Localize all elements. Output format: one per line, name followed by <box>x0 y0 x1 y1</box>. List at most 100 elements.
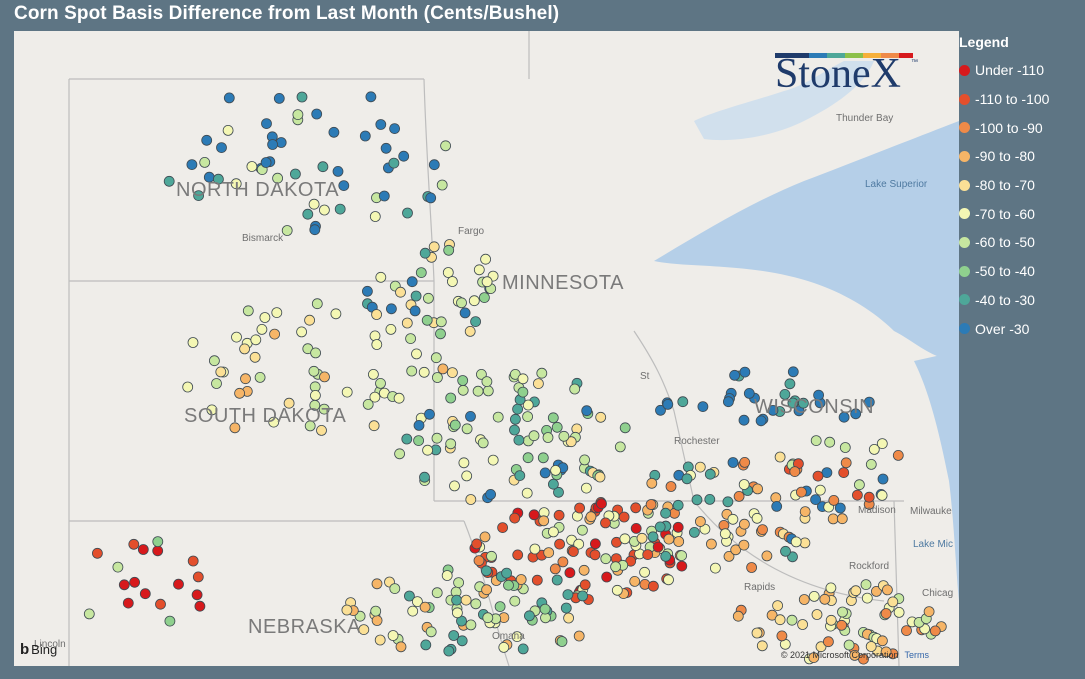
basis-point[interactable] <box>334 203 346 215</box>
basis-point[interactable] <box>411 348 422 360</box>
basis-point[interactable] <box>371 578 383 590</box>
basis-point[interactable] <box>548 478 559 490</box>
basis-point[interactable] <box>387 630 399 641</box>
basis-point[interactable] <box>445 438 457 450</box>
basis-point[interactable] <box>677 396 689 408</box>
basis-point[interactable] <box>636 532 648 544</box>
basis-point[interactable] <box>517 643 529 655</box>
basis-point[interactable] <box>517 386 529 398</box>
basis-point[interactable] <box>310 347 322 359</box>
basis-point[interactable] <box>405 333 417 345</box>
basis-point[interactable] <box>249 351 261 363</box>
legend-item[interactable]: -100 to -90 <box>959 113 1085 142</box>
basis-point[interactable] <box>492 411 504 423</box>
basis-point[interactable] <box>191 589 203 601</box>
basis-point[interactable] <box>271 307 283 319</box>
basis-point[interactable] <box>877 473 889 485</box>
basis-point[interactable] <box>470 598 482 610</box>
basis-point[interactable] <box>652 541 664 553</box>
basis-point[interactable] <box>371 615 383 626</box>
basis-point[interactable] <box>369 211 381 222</box>
basis-point[interactable] <box>590 538 601 550</box>
basis-point[interactable] <box>743 387 755 399</box>
basis-point[interactable] <box>840 457 852 469</box>
legend-item[interactable]: Under -110 <box>959 56 1085 85</box>
basis-point[interactable] <box>242 305 254 317</box>
basis-point[interactable] <box>577 524 588 536</box>
basis-point[interactable] <box>389 583 401 594</box>
basis-point[interactable] <box>524 610 535 622</box>
basis-point[interactable] <box>389 123 401 134</box>
basis-point[interactable] <box>431 432 443 444</box>
basis-point[interactable] <box>380 142 392 154</box>
basis-point[interactable] <box>415 267 427 279</box>
basis-point[interactable] <box>425 626 437 638</box>
basis-point[interactable] <box>654 521 666 533</box>
map-panel[interactable]: NORTH DAKOTA MINNESOTA SOUTH DAKOTA WISC… <box>14 31 959 666</box>
basis-point[interactable] <box>542 432 554 443</box>
basis-point[interactable] <box>787 366 799 378</box>
basis-point[interactable] <box>522 399 534 411</box>
basis-point[interactable] <box>449 419 461 431</box>
legend-item[interactable]: -70 to -60 <box>959 199 1085 228</box>
basis-point[interactable] <box>201 134 213 146</box>
basis-point[interactable] <box>798 594 810 605</box>
basis-point[interactable] <box>509 512 521 524</box>
basis-point[interactable] <box>515 574 527 585</box>
basis-point[interactable] <box>477 437 489 449</box>
basis-point[interactable] <box>790 536 802 548</box>
basis-point[interactable] <box>509 424 520 436</box>
basis-point[interactable] <box>732 610 744 622</box>
basis-point[interactable] <box>825 614 837 626</box>
basis-point[interactable] <box>522 411 533 423</box>
basis-point[interactable] <box>451 594 463 606</box>
basis-point[interactable] <box>730 544 742 556</box>
basis-point[interactable] <box>585 511 597 523</box>
basis-point[interactable] <box>533 378 544 390</box>
basis-point[interactable] <box>514 470 526 482</box>
basis-point[interactable] <box>746 562 757 573</box>
basis-point[interactable] <box>565 436 577 448</box>
basis-point[interactable] <box>194 600 206 612</box>
basis-point[interactable] <box>465 619 477 631</box>
basis-point[interactable] <box>428 159 440 171</box>
basis-point[interactable] <box>260 157 272 168</box>
basis-point[interactable] <box>118 579 130 591</box>
basis-point[interactable] <box>458 457 470 469</box>
basis-point[interactable] <box>663 574 674 586</box>
basis-point[interactable] <box>436 179 448 191</box>
basis-point[interactable] <box>557 556 569 568</box>
basis-point[interactable] <box>723 551 735 562</box>
basis-point[interactable] <box>482 612 494 624</box>
basis-point[interactable] <box>824 436 836 448</box>
basis-point[interactable] <box>222 125 234 136</box>
basis-point[interactable] <box>152 536 164 548</box>
basis-point[interactable] <box>501 567 513 579</box>
basis-point[interactable] <box>522 452 534 464</box>
basis-point[interactable] <box>548 526 559 538</box>
basis-point[interactable] <box>660 507 671 519</box>
basis-point[interactable] <box>332 165 344 177</box>
basis-point[interactable] <box>521 487 533 499</box>
basis-point[interactable] <box>475 368 487 380</box>
basis-point[interactable] <box>361 285 373 297</box>
basis-point[interactable] <box>578 564 590 576</box>
basis-point[interactable] <box>424 408 435 420</box>
basis-point[interactable] <box>497 522 509 534</box>
basis-point[interactable] <box>459 307 471 319</box>
basis-point[interactable] <box>456 635 468 647</box>
basis-point[interactable] <box>311 108 323 120</box>
basis-point[interactable] <box>311 298 323 310</box>
basis-point[interactable] <box>83 608 95 620</box>
basis-point[interactable] <box>727 457 739 468</box>
basis-point[interactable] <box>494 601 506 612</box>
basis-point[interactable] <box>479 531 491 543</box>
basis-point[interactable] <box>892 449 904 461</box>
basis-point[interactable] <box>752 483 763 495</box>
basis-point[interactable] <box>723 396 734 408</box>
basis-point[interactable] <box>304 420 316 432</box>
basis-point[interactable] <box>395 641 407 653</box>
basis-point[interactable] <box>596 498 607 510</box>
basis-point[interactable] <box>456 297 467 309</box>
basis-point[interactable] <box>756 640 768 652</box>
